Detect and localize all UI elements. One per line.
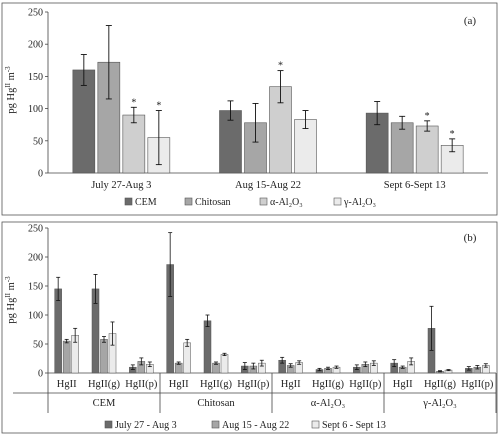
significance-star: * <box>131 97 136 108</box>
panel-a-category-labels: July 27-Aug 3 Aug 15-Aug 22 Sept 6-Sept 13 <box>91 180 445 191</box>
panel-b-legend: July 27 - Aug 3 Aug 15 - Aug 22 Sept 6 - S… <box>104 420 386 431</box>
legend-label: Chitosan <box>195 197 231 208</box>
y-tick-label: 100 <box>28 104 43 115</box>
significance-star: * <box>450 129 455 140</box>
bar <box>100 339 108 374</box>
y-tick-label: 50 <box>33 340 43 351</box>
bar <box>54 288 62 374</box>
significance-star: * <box>156 101 161 112</box>
legend-swatch <box>124 197 133 206</box>
subcategory-label: HgII <box>393 379 413 390</box>
legend-label: Sept 6 - Sept 13 <box>322 420 386 431</box>
legend-label: CEM <box>135 197 157 208</box>
panel-a-bars: * * * * * <box>72 25 464 174</box>
group-label: α-Al₂O₃ <box>311 398 346 409</box>
category-label: Sept 6-Sept 13 <box>384 180 446 191</box>
group-label: Chitosan <box>197 398 235 409</box>
legend-swatch <box>311 420 320 429</box>
chart-panel-a: (a) pg HgII m-3 0 50 100 150 200 250 * * * * * Ju… <box>1 2 498 216</box>
significance-star: * <box>278 61 283 72</box>
panel-a-axes: 0 50 100 150 200 250 <box>28 8 488 180</box>
legend-label: July 27 - Aug 3 <box>115 420 177 431</box>
category-label: Aug 15-Aug 22 <box>235 180 301 191</box>
legend-label: α-Al₂O₃ <box>270 197 303 208</box>
legend-swatch <box>333 197 342 206</box>
bar <box>203 320 212 374</box>
bar <box>183 342 191 374</box>
panel-a-frame <box>1 2 498 216</box>
y-tick-label: 50 <box>33 136 43 147</box>
legend-swatch <box>211 420 220 429</box>
category-label: July 27-Aug 3 <box>91 180 151 191</box>
subcategory-label: HgII <box>281 379 301 390</box>
bar <box>415 125 439 174</box>
y-tick-label: 0 <box>38 169 43 180</box>
y-tick-label: 200 <box>28 253 43 264</box>
legend-swatch <box>184 197 193 206</box>
subcategory-label: HgII(p) <box>349 379 382 390</box>
y-tick-label: 0 <box>38 369 43 380</box>
group-label: CEM <box>93 398 116 409</box>
panel-b-label: (b) <box>464 232 477 244</box>
legend-swatch <box>104 420 113 429</box>
group-label: γ-Al₂O₃ <box>422 398 457 409</box>
legend-label: γ-Al₂O₃ <box>343 197 376 208</box>
bar <box>62 340 71 374</box>
subcategory-label: HgII(p) <box>125 379 158 390</box>
subcategory-label: HgII(g) <box>88 379 121 390</box>
subcategory-label: HgII(g) <box>200 379 233 390</box>
panel-a-legend: CEM Chitosan α-Al₂O₃ γ-Al₂O₃ <box>124 197 376 208</box>
y-tick-label: 100 <box>28 311 43 322</box>
legend-swatch <box>259 197 268 206</box>
y-tick-label: 150 <box>28 282 43 293</box>
bar <box>122 114 146 174</box>
bar <box>220 354 229 374</box>
subcategory-label: HgII(g) <box>312 379 345 390</box>
bar <box>390 122 414 174</box>
y-tick-label: 200 <box>28 40 43 51</box>
panel-b-bars <box>54 232 490 374</box>
y-tick-label: 150 <box>28 72 43 83</box>
panel-b-frame <box>1 221 498 434</box>
subcategory-label: HgII(g) <box>424 379 457 390</box>
chart-panel-b: (b) pg HgII m-3 0 50 100 150 200 250 HgII HgII… <box>1 221 498 434</box>
legend-label: Aug 15 - Aug 22 <box>222 420 289 431</box>
significance-star: * <box>425 111 430 122</box>
subcategory-label: HgII(p) <box>237 379 270 390</box>
panel-a-y-axis-label: pg HgII m-3 <box>4 66 17 114</box>
y-tick-label: 250 <box>28 224 43 235</box>
y-tick-label: 250 <box>28 8 43 19</box>
subcategory-label: HgII <box>169 379 189 390</box>
subcategory-label: HgII(p) <box>461 379 494 390</box>
subcategory-label: HgII <box>57 379 77 390</box>
panel-a-label: (a) <box>464 15 477 27</box>
panel-b-y-axis-label: pg HgII m-3 <box>4 276 17 324</box>
